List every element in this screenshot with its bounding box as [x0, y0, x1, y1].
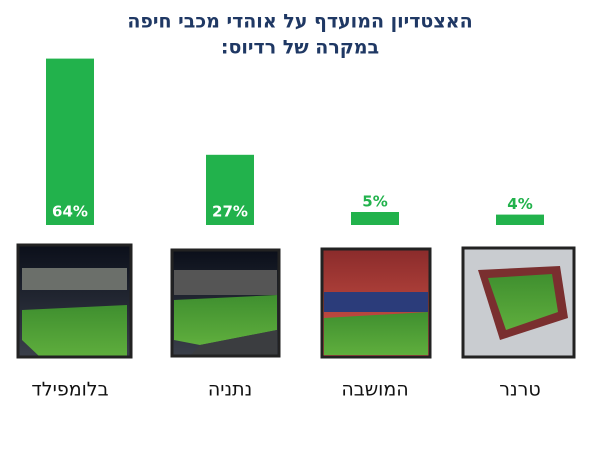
- chart-title: האצטדיון המועדף על אוהדי מכבי חיפה: [127, 11, 472, 33]
- bar: [351, 212, 399, 225]
- value-label: 27%: [212, 203, 248, 221]
- bar: [46, 58, 94, 225]
- photo: [170, 248, 281, 358]
- photo: [320, 247, 432, 359]
- x-tick-label: טרנר: [499, 379, 540, 401]
- x-tick-label: המושבה: [341, 379, 408, 401]
- value-label: 4%: [507, 195, 532, 213]
- bar: [206, 154, 254, 225]
- value-label: 5%: [362, 193, 387, 211]
- photo: [16, 243, 133, 359]
- chart-subtitle: במקרה של רדיוס:: [221, 37, 379, 59]
- photo: [461, 246, 576, 359]
- x-tick-label: בלומפילד: [31, 379, 108, 401]
- stadium-photos: [16, 243, 576, 359]
- value-label: 64%: [52, 203, 88, 221]
- bar: [496, 214, 544, 225]
- x-tick-label: נתניה: [208, 379, 252, 401]
